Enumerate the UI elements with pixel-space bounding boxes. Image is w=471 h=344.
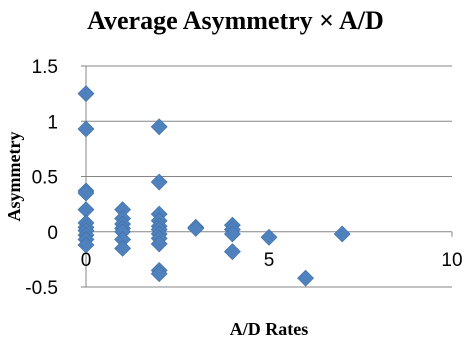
data-point [150, 235, 168, 253]
data-point [223, 243, 241, 261]
data-point [77, 120, 95, 138]
gridlines [86, 65, 452, 288]
data-point [260, 228, 278, 246]
x-tick-label: 10 [441, 250, 462, 271]
data-point [150, 173, 168, 191]
x-tick-label: 5 [264, 250, 275, 271]
chart-title: Average Asymmetry × A/D [87, 6, 384, 35]
data-point [297, 269, 315, 287]
data-point [223, 225, 241, 243]
data-point [150, 118, 168, 136]
data-point [187, 220, 205, 237]
data-point [77, 236, 95, 254]
x-axis-label: A/D Rates [230, 319, 309, 339]
data-point [150, 265, 168, 283]
data-point [114, 239, 132, 257]
tick-labels: -0.5 0 0.5 1 1.5 0 5 10 [25, 57, 462, 299]
y-tick-label: 0 [47, 223, 58, 244]
data-point [77, 85, 95, 103]
y-axis-label: Asymmetry [4, 132, 24, 222]
data-point [77, 184, 95, 202]
y-tick-label: -0.5 [25, 278, 58, 299]
y-tick-label: 1.5 [32, 57, 58, 78]
x-tick-label: 0 [81, 250, 92, 271]
y-tick-label: 0.5 [32, 168, 58, 189]
data-point [333, 225, 351, 243]
y-tick-label: 1 [47, 112, 58, 133]
data-points [77, 85, 351, 287]
